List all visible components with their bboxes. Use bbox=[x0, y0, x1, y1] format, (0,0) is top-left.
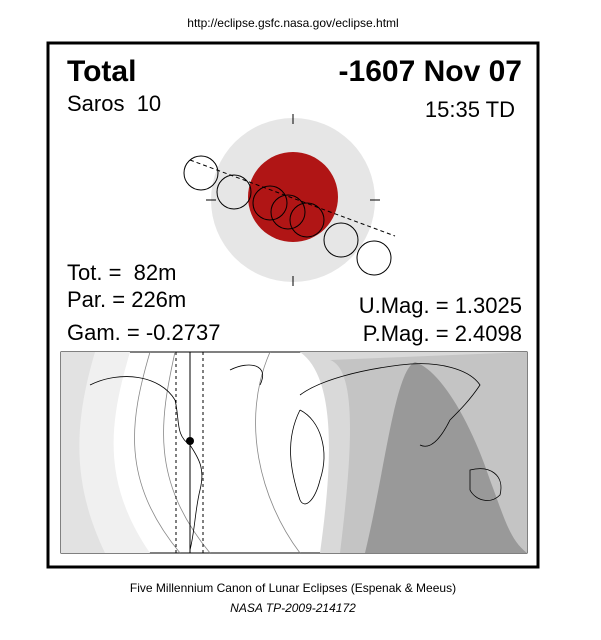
penumbral-magnitude: P.Mag. = 2.4098 bbox=[363, 321, 522, 346]
frame bbox=[46, 41, 540, 569]
eclipse-type: Total bbox=[67, 55, 136, 88]
partial-duration: Par. = 226m bbox=[67, 287, 186, 312]
umbral-magnitude: U.Mag. = 1.3025 bbox=[359, 293, 522, 318]
source-url: http://eclipse.gsfc.nasa.gov/eclipse.htm… bbox=[187, 16, 398, 30]
visibility-map bbox=[60, 351, 528, 554]
time: 15:35 TD bbox=[425, 97, 515, 122]
eclipse-geometry bbox=[183, 114, 396, 286]
reference: NASA TP-2009-214172 bbox=[230, 601, 356, 615]
saros: Saros 10 bbox=[67, 91, 161, 116]
gamma: Gam. = -0.2737 bbox=[67, 320, 220, 345]
canon-title: Five Millennium Canon of Lunar Eclipses … bbox=[130, 581, 456, 595]
total-duration: Tot. = 82m bbox=[67, 260, 176, 285]
eclipse-date: -1607 Nov 07 bbox=[339, 55, 522, 88]
